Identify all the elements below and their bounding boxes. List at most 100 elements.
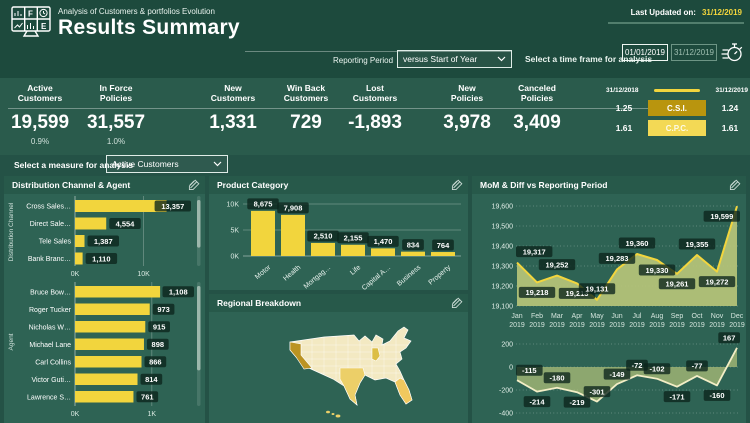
bar[interactable] (75, 303, 150, 316)
category-label: Lawrence S… (27, 394, 71, 401)
chevron-down-icon (213, 161, 222, 167)
svg-text:2,155: 2,155 (344, 234, 363, 243)
x-axis-tick: Aug 2019 (649, 313, 665, 329)
bar[interactable] (75, 252, 83, 265)
y-axis-tick: 19,100 (492, 304, 514, 311)
kpi-card[interactable]: Lost Customers -1,893 (340, 78, 410, 137)
data-label: 19,261 (658, 278, 696, 290)
y-axis-tick: 10K (227, 202, 240, 209)
y-axis-tick: 5K (230, 228, 239, 235)
us-map[interactable] (209, 312, 468, 423)
column[interactable] (431, 252, 455, 256)
svg-text:-219: -219 (569, 398, 584, 407)
time-frame-end-input[interactable]: 31/12/2019 (671, 44, 717, 61)
state-illinois[interactable] (371, 347, 381, 362)
state-florida[interactable] (394, 377, 413, 405)
data-label: -149 (603, 368, 631, 380)
diff-line[interactable] (516, 347, 738, 403)
state-california[interactable] (289, 341, 313, 370)
kpi-card[interactable]: New Policies 3,978 (430, 78, 504, 137)
category-label: Direct Sale… (30, 221, 71, 228)
kpi-card[interactable]: In Force Policies 31,557 1.0% (80, 78, 152, 146)
kpi-value: 729 (290, 112, 322, 133)
data-label: 973 (152, 303, 175, 315)
kpi-title: Canceled Policies (518, 83, 556, 103)
panel-header: Product Category (209, 176, 468, 194)
bar[interactable] (75, 391, 134, 403)
y-axis-tick: -400 (499, 411, 513, 418)
data-label: 764 (432, 239, 454, 251)
scrollbar-thumb[interactable] (197, 200, 201, 248)
distribution-channel-chart: Distribution Channel 0K 10K Cross Sales… 13,… (8, 196, 201, 278)
comparison-panel: 31/12/2018 31/12/2019 1.25 C.S.I. 1.24 1… (606, 84, 748, 136)
category-label: Bank Branc… (28, 256, 71, 263)
svg-text:19,317: 19,317 (523, 247, 546, 256)
column[interactable] (311, 242, 335, 256)
svg-text:915: 915 (153, 323, 166, 332)
bar[interactable] (75, 338, 144, 351)
category-label: Cross Sales… (26, 204, 71, 211)
kpi-card[interactable]: Canceled Policies 3,409 (500, 78, 574, 137)
svg-text:-72: -72 (632, 361, 643, 370)
bar[interactable] (75, 235, 85, 247)
measure-dropdown[interactable]: Active Customers (106, 155, 228, 173)
data-label: -77 (686, 360, 708, 372)
y-axis-tick: -200 (499, 388, 513, 395)
data-label: 19,330 (638, 264, 676, 276)
kpi-card[interactable]: Win Back Customers 729 (270, 78, 342, 137)
y-axis-tick: 19,600 (492, 204, 514, 211)
column[interactable] (251, 210, 275, 256)
cpc-badge[interactable]: C.P.C. (648, 120, 706, 136)
svg-text:E: E (41, 22, 47, 31)
column[interactable] (371, 248, 395, 256)
bar[interactable] (75, 200, 167, 212)
bar[interactable] (75, 286, 161, 298)
data-label: 19,360 (618, 237, 656, 249)
svg-text:19,599: 19,599 (710, 212, 733, 221)
column[interactable] (401, 251, 425, 256)
reporting-period-dropdown[interactable]: versus Start of Year (397, 50, 512, 68)
kpi-card[interactable]: New Customers 1,331 (196, 78, 270, 137)
csi-row: 1.25 C.S.I. 1.24 (606, 100, 748, 116)
mom-diff-panel: MoM & Diff vs Reporting Period 19,600 19,… (472, 176, 746, 423)
data-label: 915 (148, 321, 170, 333)
kpi-card[interactable]: Active Customers 19,599 0.9% (8, 78, 72, 146)
pencil-edit-icon[interactable] (729, 179, 741, 191)
time-frame-start-input[interactable]: 01/01/2019 (622, 44, 668, 61)
svg-text:973: 973 (157, 305, 170, 314)
y-axis-tick: 200 (501, 342, 513, 349)
category-label: Property (428, 264, 453, 287)
csi-right-value: 1.24 (721, 103, 739, 113)
x-axis-tick: Jun 2019 (609, 313, 625, 329)
csi-badge[interactable]: C.S.I. (648, 100, 706, 116)
kpi-value: 31,557 (86, 112, 146, 133)
kpi-title: Lost Customers (352, 83, 398, 103)
svg-text:19,330: 19,330 (646, 266, 669, 275)
data-label: 167 (718, 332, 740, 344)
scrollbar-thumb[interactable] (197, 286, 201, 371)
distribution-agent-panel: Distribution Channel & Agent Distributio… (4, 176, 205, 423)
state-texas[interactable] (339, 367, 366, 406)
mom-diff-chart: 19,600 19,500 19,400 19,300 19,200 19,100 19,3… (492, 204, 745, 418)
last-updated-underline (608, 22, 744, 24)
bar[interactable] (75, 356, 142, 368)
kpi-value: 1,331 (209, 112, 257, 133)
pencil-edit-icon[interactable] (451, 297, 463, 309)
data-label: -115 (516, 364, 543, 376)
pencil-edit-icon[interactable] (188, 179, 200, 191)
svg-text:13,357: 13,357 (161, 202, 184, 211)
bar[interactable] (75, 321, 146, 333)
svg-text:-102: -102 (649, 365, 664, 374)
y-axis-title: Agent (8, 333, 15, 350)
data-label: 13,357 (154, 200, 191, 212)
svg-text:866: 866 (149, 358, 162, 367)
column[interactable] (341, 244, 365, 256)
bar[interactable] (75, 373, 138, 386)
pencil-edit-icon[interactable] (451, 179, 463, 191)
data-label: 898 (146, 338, 169, 350)
column[interactable] (281, 214, 305, 256)
bar[interactable] (75, 217, 107, 230)
state-hawaii[interactable] (326, 410, 341, 418)
panel-header: Regional Breakdown (209, 294, 468, 312)
kpi-value: 19,599 (10, 112, 70, 133)
